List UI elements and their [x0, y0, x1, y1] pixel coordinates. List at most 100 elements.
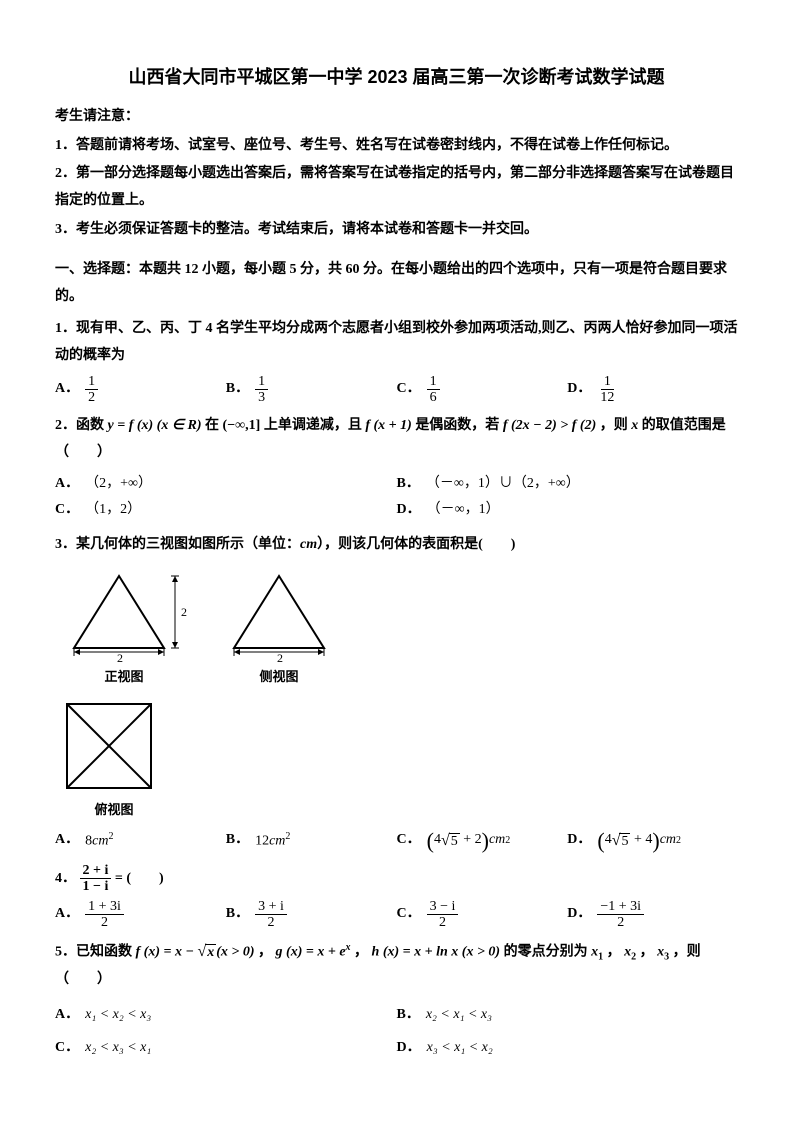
frac-num: 1: [255, 374, 268, 390]
frac-num: −1 + 3i: [597, 899, 644, 915]
q4-text: 4． 2 + i1 − i = ( ): [55, 863, 738, 895]
q2-opt-d: D．（－∞，1）: [397, 497, 739, 524]
q5-opt-d: D．x₃ < x₁ < x₂: [397, 1031, 739, 1065]
q5-opt-a: A．x₁ < x₂ < x₃: [55, 998, 397, 1032]
sqrt-arg: 5: [449, 833, 460, 849]
opt-val: 8cm2: [85, 827, 113, 855]
q3-opt-c: C． ( 4 √5 + 2 ) cm2: [397, 827, 568, 855]
svg-text:2: 2: [181, 605, 187, 619]
q5-f2: (x > 0): [216, 945, 254, 960]
q1-opt-c: C． 16: [397, 374, 568, 406]
q5-end3: ，: [640, 945, 654, 960]
unit: cm: [489, 827, 505, 854]
coef: 4: [434, 827, 441, 854]
q4-pre: 4．: [55, 871, 76, 886]
q2-opt-c: C．（1，2）: [55, 497, 397, 524]
frac-den: 6: [427, 390, 440, 405]
opt-label: C．: [397, 827, 421, 854]
q4-opt-c: C． 3 − i2: [397, 899, 568, 931]
opt-label: B．: [397, 471, 420, 498]
q2-expr1: y = f (x) (x ∈ R): [108, 418, 202, 433]
coef: 4: [605, 827, 612, 854]
opt-label: D．: [397, 497, 421, 524]
opt-text: x₂ < x₃ < x₁: [85, 1031, 151, 1065]
opt-label: D．: [567, 376, 591, 403]
q4-opt-a: A． 1 + 3i2: [55, 899, 226, 931]
opt-label: A．: [55, 998, 79, 1032]
val: 12: [255, 833, 269, 848]
q5-end2: ，: [607, 945, 621, 960]
opt-text: （－∞，1）: [427, 497, 500, 524]
q3-opt-a: A． 8cm2: [55, 827, 226, 855]
q5-h: h (x) = x + ln x (x > 0): [372, 945, 501, 960]
q5-end1: 的零点分别为: [504, 945, 588, 960]
frac-den: 2: [98, 915, 111, 930]
q5-opt-b: B．x₂ < x₁ < x₃: [397, 998, 739, 1032]
opt-label: D．: [567, 827, 591, 854]
frac-den: 2: [85, 390, 98, 405]
opt-text: （2，+∞）: [85, 471, 152, 498]
frac-num: 1: [427, 374, 440, 390]
q2-var: x: [631, 418, 638, 433]
instr-head: 考生请注意：: [55, 104, 738, 131]
opt-label: A．: [55, 376, 79, 403]
opt-label: D．: [567, 901, 591, 928]
q1-options: A． 12 B． 13 C． 16 D． 112: [55, 374, 738, 406]
unit: cm: [92, 833, 108, 848]
q4-post: = ( ): [115, 871, 164, 886]
q1-opt-d: D． 112: [567, 374, 738, 406]
q2-options: A．（2，+∞） B．（－∞，1）∪（2，+∞） C．（1，2） D．（－∞，1…: [55, 471, 738, 524]
q2-opt-b: B．（－∞，1）∪（2，+∞）: [397, 471, 739, 498]
q3-options: A． 8cm2 B． 12cm2 C． ( 4 √5 + 2 ) cm2 D． …: [55, 827, 738, 855]
opt-text: （1，2）: [85, 497, 141, 524]
opt-label: B．: [226, 376, 249, 403]
frac-den: 12: [597, 390, 617, 405]
sqrt-arg: 5: [619, 833, 630, 849]
opt-label: B．: [226, 827, 249, 854]
opt-label: C．: [397, 901, 421, 928]
q2-mid2: 上单调递减，且: [264, 418, 362, 433]
q3-text: 3．某几何体的三视图如图所示（单位：cm），则该几何体的表面积是( ): [55, 532, 738, 559]
opt-text: x₃ < x₁ < x₂: [427, 1031, 493, 1065]
side-view-col: 2 侧视图: [219, 568, 339, 690]
q3-pre: 3．某几何体的三视图如图所示（单位：: [55, 537, 300, 552]
q1-opt-b: B． 13: [226, 374, 397, 406]
opt-label: D．: [397, 1031, 421, 1065]
add: + 2: [463, 827, 481, 854]
frac-num: 1: [85, 374, 98, 390]
opt-label: C．: [55, 497, 79, 524]
top-view-col: 俯视图: [59, 696, 169, 823]
q2-expr2: f (x + 1): [365, 418, 415, 433]
instructions-block: 考生请注意： 1．答题前请将考场、试室号、座位号、考生号、姓名写在试卷密封线内，…: [55, 104, 738, 243]
q3-opt-d: D． ( 4 √5 + 4 ) cm2: [567, 827, 738, 855]
side-view-icon: 2: [219, 568, 339, 663]
opt-label: C．: [397, 376, 421, 403]
q3-end: ），则该几何体的表面积是( ): [317, 537, 515, 552]
frac-den: 3: [255, 390, 268, 405]
q5-mid2: ，: [354, 945, 368, 960]
q5-text: 5．已知函数 f (x) = x − √x(x > 0) ， g (x) = x…: [55, 938, 738, 993]
svg-text:2: 2: [117, 651, 123, 663]
opt-label: B．: [226, 901, 249, 928]
q5-opt-c: C．x₂ < x₃ < x₁: [55, 1031, 397, 1065]
opt-val: 12cm2: [255, 827, 290, 855]
svg-text:2: 2: [277, 651, 283, 663]
q5-mid1: ，: [258, 945, 272, 960]
q4-opt-d: D． −1 + 3i2: [567, 899, 738, 931]
q5-pre: 5．已知函数: [55, 945, 136, 960]
q2-text: 2．函数 y = f (x) (x ∈ R) 在 (−∞,1] 上单调递减，且 …: [55, 413, 738, 466]
frac-num: 3 + i: [255, 899, 287, 915]
opt-label: A．: [55, 471, 79, 498]
q5-options: A．x₁ < x₂ < x₃ B．x₂ < x₁ < x₃ C．x₂ < x₃ …: [55, 998, 738, 1065]
opt-label: B．: [397, 998, 420, 1032]
top-view-label: 俯视图: [94, 798, 133, 823]
opt-text: x₂ < x₁ < x₃: [426, 998, 492, 1032]
instr-2: 2．第一部分选择题每小题选出答案后，需将答案写在试卷指定的括号内，第二部分非选择…: [55, 161, 738, 214]
top-view-icon: [59, 696, 159, 796]
q4-options: A． 1 + 3i2 B． 3 + i2 C． 3 − i2 D． −1 + 3…: [55, 899, 738, 931]
q4-opt-b: B． 3 + i2: [226, 899, 397, 931]
q2-mid4: ，则: [600, 418, 632, 433]
section-1-head: 一、选择题：本题共 12 小题，每小题 5 分，共 60 分。在每小题给出的四个…: [55, 257, 738, 310]
frac-den: 2: [614, 915, 627, 930]
q2-mid1: 在: [205, 418, 219, 433]
